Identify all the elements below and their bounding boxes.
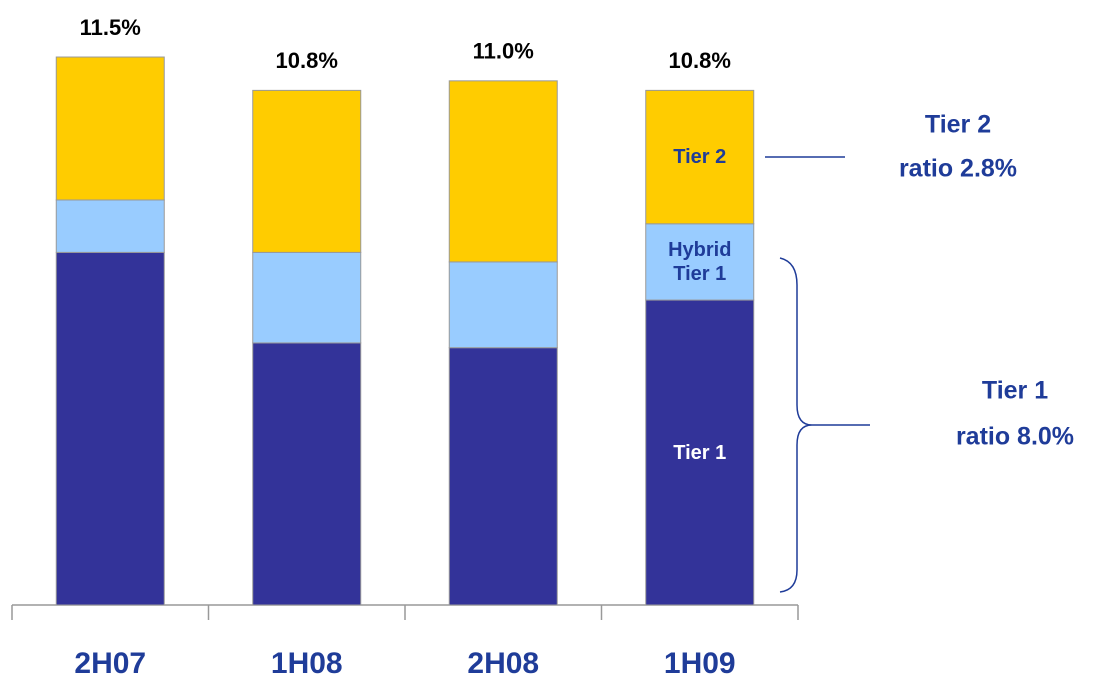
annotation: Tier 2	[925, 111, 991, 139]
bar-segment	[55, 199, 165, 253]
x-tick-label: 1H08	[271, 647, 343, 680]
bar-segment	[448, 347, 558, 606]
bar-segment	[55, 56, 165, 201]
segment-label-box: Tier 2	[673, 146, 727, 169]
bar-segment	[55, 251, 165, 606]
annotation: Tier 1	[982, 377, 1048, 405]
bar-segment	[645, 89, 755, 225]
segment-label-box: Hybrid Tier 1	[668, 238, 732, 285]
bar-segment	[448, 261, 558, 349]
legend-label: Tier 2	[673, 146, 727, 169]
bar-segment	[645, 299, 755, 606]
bar-segment	[252, 342, 362, 606]
bar-segment	[252, 89, 362, 253]
total-label: 10.8%	[669, 48, 731, 73]
x-tick-label: 1H09	[664, 647, 736, 680]
total-label: 11.5%	[80, 15, 141, 40]
annotation: ratio 8.0%	[956, 423, 1074, 451]
annotation: ratio 2.8%	[899, 155, 1017, 183]
bar-segment	[448, 80, 558, 263]
legend-label: Tier 1	[673, 441, 727, 464]
bar-segment	[252, 251, 362, 344]
tier1-brace	[779, 257, 870, 593]
total-label: 11.0%	[473, 39, 534, 64]
x-tick-label: 2H08	[467, 647, 539, 680]
total-label: 10.8%	[276, 48, 338, 73]
bar-segment	[645, 223, 755, 301]
segment-label-box: Tier 1	[673, 441, 727, 464]
legend-label: Hybrid Tier 1	[668, 238, 732, 285]
x-tick-label: 2H07	[74, 647, 146, 680]
